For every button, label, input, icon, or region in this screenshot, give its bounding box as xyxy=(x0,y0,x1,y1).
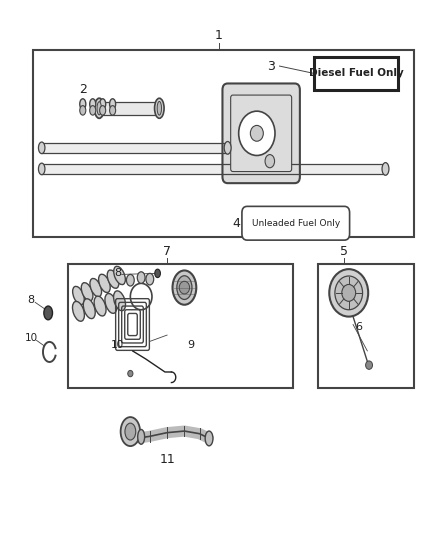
Circle shape xyxy=(335,276,363,310)
Ellipse shape xyxy=(99,274,110,293)
Text: 10: 10 xyxy=(25,333,38,343)
Bar xyxy=(33,50,413,238)
Ellipse shape xyxy=(146,273,154,285)
Bar xyxy=(67,264,293,388)
Ellipse shape xyxy=(110,99,116,109)
FancyBboxPatch shape xyxy=(42,164,385,174)
Ellipse shape xyxy=(90,278,102,297)
Text: 2: 2 xyxy=(79,83,87,96)
Circle shape xyxy=(366,361,372,369)
Text: 7: 7 xyxy=(163,245,171,257)
Text: 9: 9 xyxy=(187,340,194,350)
Ellipse shape xyxy=(265,155,275,168)
Ellipse shape xyxy=(97,102,101,115)
Ellipse shape xyxy=(157,101,162,115)
Text: 1: 1 xyxy=(215,29,223,42)
Ellipse shape xyxy=(73,301,85,321)
Ellipse shape xyxy=(125,423,136,440)
Ellipse shape xyxy=(94,296,106,316)
Ellipse shape xyxy=(155,269,160,278)
Ellipse shape xyxy=(113,291,126,311)
Ellipse shape xyxy=(90,106,96,115)
Ellipse shape xyxy=(127,274,134,286)
FancyBboxPatch shape xyxy=(231,95,292,172)
Ellipse shape xyxy=(39,142,45,154)
Circle shape xyxy=(239,111,275,156)
Circle shape xyxy=(329,269,368,317)
Ellipse shape xyxy=(120,417,140,446)
Ellipse shape xyxy=(100,99,106,109)
Ellipse shape xyxy=(173,270,196,305)
Ellipse shape xyxy=(155,98,164,118)
Text: 4: 4 xyxy=(233,217,240,230)
Ellipse shape xyxy=(83,299,95,319)
Ellipse shape xyxy=(95,98,104,118)
Ellipse shape xyxy=(73,286,84,305)
Ellipse shape xyxy=(138,430,145,444)
Text: 3: 3 xyxy=(267,60,275,72)
Text: 10: 10 xyxy=(111,340,124,350)
Circle shape xyxy=(128,370,133,377)
FancyBboxPatch shape xyxy=(100,102,156,115)
Ellipse shape xyxy=(382,163,389,175)
Text: 6: 6 xyxy=(355,322,362,332)
Circle shape xyxy=(179,281,190,294)
Ellipse shape xyxy=(90,99,96,109)
Ellipse shape xyxy=(107,270,119,288)
Ellipse shape xyxy=(137,272,145,284)
Ellipse shape xyxy=(224,141,231,154)
FancyBboxPatch shape xyxy=(42,142,228,153)
Text: 11: 11 xyxy=(159,453,175,465)
Text: Diesel Fuel Only: Diesel Fuel Only xyxy=(309,68,404,78)
Text: Unleaded Fuel Only: Unleaded Fuel Only xyxy=(252,219,340,228)
Text: 8: 8 xyxy=(114,268,121,278)
Ellipse shape xyxy=(39,163,45,175)
Ellipse shape xyxy=(81,282,93,301)
Ellipse shape xyxy=(44,306,53,320)
Text: 8: 8 xyxy=(27,295,35,305)
FancyBboxPatch shape xyxy=(223,84,300,183)
Bar xyxy=(318,264,413,388)
Ellipse shape xyxy=(100,106,106,115)
Ellipse shape xyxy=(80,106,86,115)
Ellipse shape xyxy=(114,266,125,285)
Ellipse shape xyxy=(110,106,116,115)
Circle shape xyxy=(342,285,356,301)
Ellipse shape xyxy=(177,276,192,300)
Ellipse shape xyxy=(105,294,117,313)
Text: 5: 5 xyxy=(340,245,348,257)
FancyBboxPatch shape xyxy=(314,57,399,90)
Ellipse shape xyxy=(80,99,86,109)
Ellipse shape xyxy=(205,431,213,446)
Circle shape xyxy=(251,125,263,141)
FancyBboxPatch shape xyxy=(242,206,350,240)
